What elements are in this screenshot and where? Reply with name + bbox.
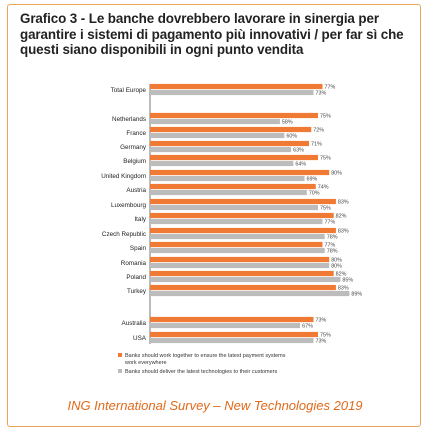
category-label: Australia [122, 320, 147, 327]
data-label: 83% [338, 229, 349, 235]
category-label: Turkey [127, 288, 147, 295]
bar-latest-tech [150, 204, 318, 211]
data-label: 72% [313, 128, 324, 134]
category-label: Germany [120, 144, 147, 151]
bar-work-together [150, 316, 314, 323]
bar-latest-tech [150, 89, 314, 96]
chart-frame [7, 4, 421, 427]
bar-work-together [150, 83, 323, 90]
category-label: Netherlands [112, 116, 146, 123]
data-label: 75% [320, 114, 331, 120]
data-label: 85% [342, 278, 353, 284]
bar-work-together [150, 183, 316, 190]
data-label: 58% [282, 120, 293, 126]
legend-label: Banks should work together to ensure the… [124, 353, 286, 366]
bar-work-together [150, 331, 318, 338]
category-label: Poland [126, 274, 146, 281]
data-label: 71% [311, 142, 322, 148]
bar-latest-tech [150, 175, 305, 182]
data-label: 67% [302, 324, 313, 330]
data-label: 75% [320, 156, 331, 162]
data-label: 75% [320, 333, 331, 339]
data-label: 74% [318, 185, 329, 191]
data-label: 63% [293, 148, 304, 154]
data-label: 70% [309, 191, 320, 197]
bar-latest-tech [150, 189, 307, 196]
bar-work-together [150, 256, 330, 263]
data-label: 80% [331, 258, 342, 264]
bar-work-together [150, 154, 318, 161]
data-label: 82% [336, 214, 347, 220]
bar-latest-tech [150, 218, 323, 225]
category-label: Romania [121, 260, 147, 267]
data-label: 77% [324, 243, 335, 249]
bar-latest-tech [150, 160, 294, 167]
data-label: 83% [338, 200, 349, 206]
data-label: 69% [307, 177, 318, 183]
bar-work-together [150, 227, 336, 234]
legend: Banks should work together to ensure the… [118, 353, 286, 375]
category-label: Austria [126, 187, 146, 194]
chart-title: Grafico 3 - Le banche dovrebbero lavorar… [20, 11, 404, 57]
data-label: 77% [324, 85, 335, 91]
bar-work-together [150, 169, 330, 176]
data-label: 64% [295, 162, 306, 168]
data-label: 80% [331, 264, 342, 270]
data-label: 83% [338, 286, 349, 292]
bar-work-together [150, 284, 336, 291]
category-label: Belgium [123, 158, 146, 165]
bar-latest-tech [150, 146, 292, 153]
bar-latest-tech [150, 262, 330, 269]
legend-swatch-orange [118, 353, 122, 357]
data-label: 60% [286, 134, 297, 140]
data-label: 73% [316, 91, 327, 97]
bar-latest-tech [150, 233, 325, 240]
bar-work-together [150, 212, 334, 219]
bar-latest-tech [150, 118, 280, 125]
bar-work-together [150, 198, 336, 205]
bar-work-together [150, 270, 334, 277]
legend-swatch-grey [118, 369, 122, 373]
bar-latest-tech [150, 337, 314, 344]
bar-latest-tech [150, 322, 301, 329]
data-label: 78% [327, 235, 338, 241]
category-label: Italy [134, 216, 146, 223]
bar-latest-tech [150, 247, 325, 254]
data-label: 75% [320, 206, 331, 212]
data-label: 89% [351, 292, 362, 298]
category-label: Total Europe [111, 87, 147, 94]
legend-label: Banks should deliver the latest technolo… [125, 369, 277, 375]
bar-latest-tech [150, 290, 350, 297]
category-label: Luxembourg [111, 202, 147, 209]
bar-latest-tech [150, 276, 341, 283]
data-label: 82% [336, 272, 347, 278]
data-label: 73% [316, 339, 327, 345]
category-label: Spain [130, 245, 147, 252]
data-label: 73% [316, 318, 327, 324]
bar-work-together [150, 241, 323, 248]
category-label: United Kingdom [101, 173, 146, 180]
data-label: 78% [327, 249, 338, 255]
data-label: 77% [324, 220, 335, 226]
bar-work-together [150, 140, 310, 147]
data-label: 80% [331, 171, 342, 177]
category-label: France [126, 130, 146, 137]
survey-source: ING International Survey – New Technolog… [67, 398, 363, 413]
category-label: USA [133, 335, 147, 342]
category-label: Czech Republic [102, 231, 146, 238]
bar-latest-tech [150, 132, 285, 139]
bar-work-together [150, 126, 312, 133]
bar-work-together [150, 112, 318, 119]
